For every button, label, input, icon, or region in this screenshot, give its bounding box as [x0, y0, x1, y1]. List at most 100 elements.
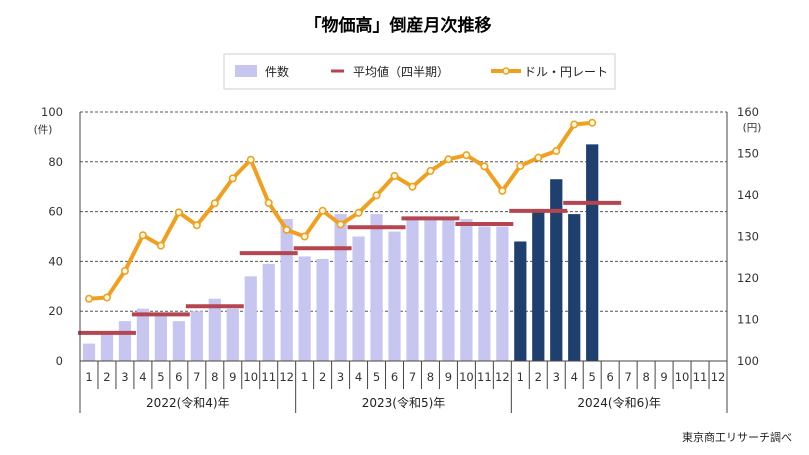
- legend-box: [223, 53, 616, 90]
- bar-count: [352, 236, 365, 361]
- month-label: 12: [495, 370, 510, 384]
- rate-point: [390, 171, 399, 180]
- bar-count: [136, 308, 150, 361]
- rate-point: [336, 220, 345, 229]
- bar-count: [298, 256, 311, 361]
- rate-point: [192, 221, 201, 230]
- bar-count: [442, 216, 455, 361]
- bar-count: [586, 144, 599, 361]
- right-tick-label: 100: [737, 354, 759, 368]
- rate-line: [84, 118, 597, 303]
- left-tick-label: 40: [48, 254, 63, 268]
- right-axis-unit: (円): [743, 122, 762, 134]
- legend-swatch-count: [235, 65, 257, 77]
- month-label: 6: [607, 370, 614, 384]
- bar-count: [172, 321, 185, 361]
- month-label: 12: [279, 370, 294, 384]
- month-label: 5: [157, 370, 164, 384]
- bar-count: [478, 226, 491, 361]
- rate-point: [552, 147, 561, 156]
- month-label: 6: [391, 370, 398, 384]
- month-label: 8: [211, 370, 218, 384]
- bar-count: [424, 219, 437, 361]
- bar-count: [190, 311, 203, 361]
- month-label: 4: [139, 370, 146, 384]
- right-tick-label: 150: [737, 147, 759, 161]
- month-label: 11: [693, 370, 708, 384]
- month-label: 8: [642, 370, 649, 384]
- month-label: 10: [459, 370, 474, 384]
- rate-point: [426, 166, 435, 175]
- left-axis-unit: (件): [34, 124, 53, 136]
- bar-count: [100, 333, 114, 361]
- bar-count: [388, 231, 401, 361]
- month-label: 8: [427, 370, 434, 384]
- month-label: 6: [175, 370, 182, 384]
- rate-point: [516, 161, 525, 170]
- rate-point: [588, 118, 597, 127]
- bar-count: [262, 263, 275, 361]
- month-label: 1: [517, 370, 524, 384]
- month-label: 12: [711, 370, 726, 384]
- rate-point: [498, 186, 507, 195]
- bar-count: [82, 343, 96, 361]
- rate-point: [444, 155, 453, 164]
- bar-count: [514, 241, 527, 361]
- bar-count: [280, 219, 293, 361]
- rate-point: [210, 199, 219, 208]
- month-label: 7: [624, 370, 631, 384]
- year-label: 2022(令和4)年: [146, 395, 230, 410]
- chart-title: 「物価高」倒産月次推移: [305, 15, 492, 36]
- month-label: 5: [373, 370, 380, 384]
- bar-count: [154, 313, 167, 361]
- bar-count: [334, 214, 347, 361]
- rate-point: [264, 198, 273, 207]
- rate-point: [300, 232, 309, 241]
- rate-point: [534, 153, 543, 162]
- month-label: 4: [355, 370, 362, 384]
- rate-point: [480, 162, 489, 171]
- bar-count: [496, 226, 509, 361]
- rate-point: [84, 294, 93, 303]
- x-axis-table: 1 2 3 4 5 6 7 8 9 10 11 12 1 2 3 4 5 6 7 8 9 10 11 12 1 2 3 4 5 6 7 8 9 1…: [79, 360, 728, 413]
- month-label: 2: [535, 370, 542, 384]
- left-tick-label: 0: [56, 354, 63, 368]
- month-label: 3: [121, 370, 128, 384]
- bar-count: [406, 219, 419, 361]
- rate-point: [156, 241, 165, 250]
- right-tick-label: 160: [737, 105, 759, 119]
- month-label: 11: [261, 370, 276, 384]
- bar-count: [316, 258, 329, 361]
- month-label: 1: [85, 370, 92, 384]
- gridlines: [80, 111, 727, 312]
- rate-point: [228, 174, 237, 183]
- rate-point: [120, 266, 129, 275]
- bars-count: [82, 144, 599, 361]
- right-tick-label: 130: [737, 230, 759, 244]
- month-label: 10: [243, 370, 258, 384]
- rate-point: [354, 208, 363, 217]
- legend-label-rate: ドル・円レート: [524, 65, 608, 79]
- month-label: 9: [660, 370, 667, 384]
- axes: 0 20 40 60 80 100 100 110 120 130 140 150 160: [41, 105, 759, 368]
- month-label: 7: [409, 370, 416, 384]
- left-tick-label: 100: [41, 105, 63, 119]
- bar-count: [532, 211, 545, 361]
- bar-count: [244, 276, 257, 361]
- rate-point: [318, 206, 327, 215]
- legend-swatch-rate-marker: [502, 67, 510, 75]
- bar-count: [208, 298, 221, 361]
- month-label: 2: [103, 370, 110, 384]
- month-label: 9: [445, 370, 452, 384]
- year-label: 2024(令和6)年: [577, 395, 661, 410]
- rate-point: [102, 293, 111, 302]
- left-tick-label: 80: [48, 155, 63, 169]
- month-label: 7: [193, 370, 200, 384]
- right-tick-label: 120: [737, 271, 759, 285]
- bar-count: [550, 179, 563, 361]
- left-tick-label: 20: [48, 304, 63, 318]
- rate-point: [282, 225, 291, 234]
- left-tick-label: 60: [48, 205, 63, 219]
- rate-point: [138, 231, 147, 240]
